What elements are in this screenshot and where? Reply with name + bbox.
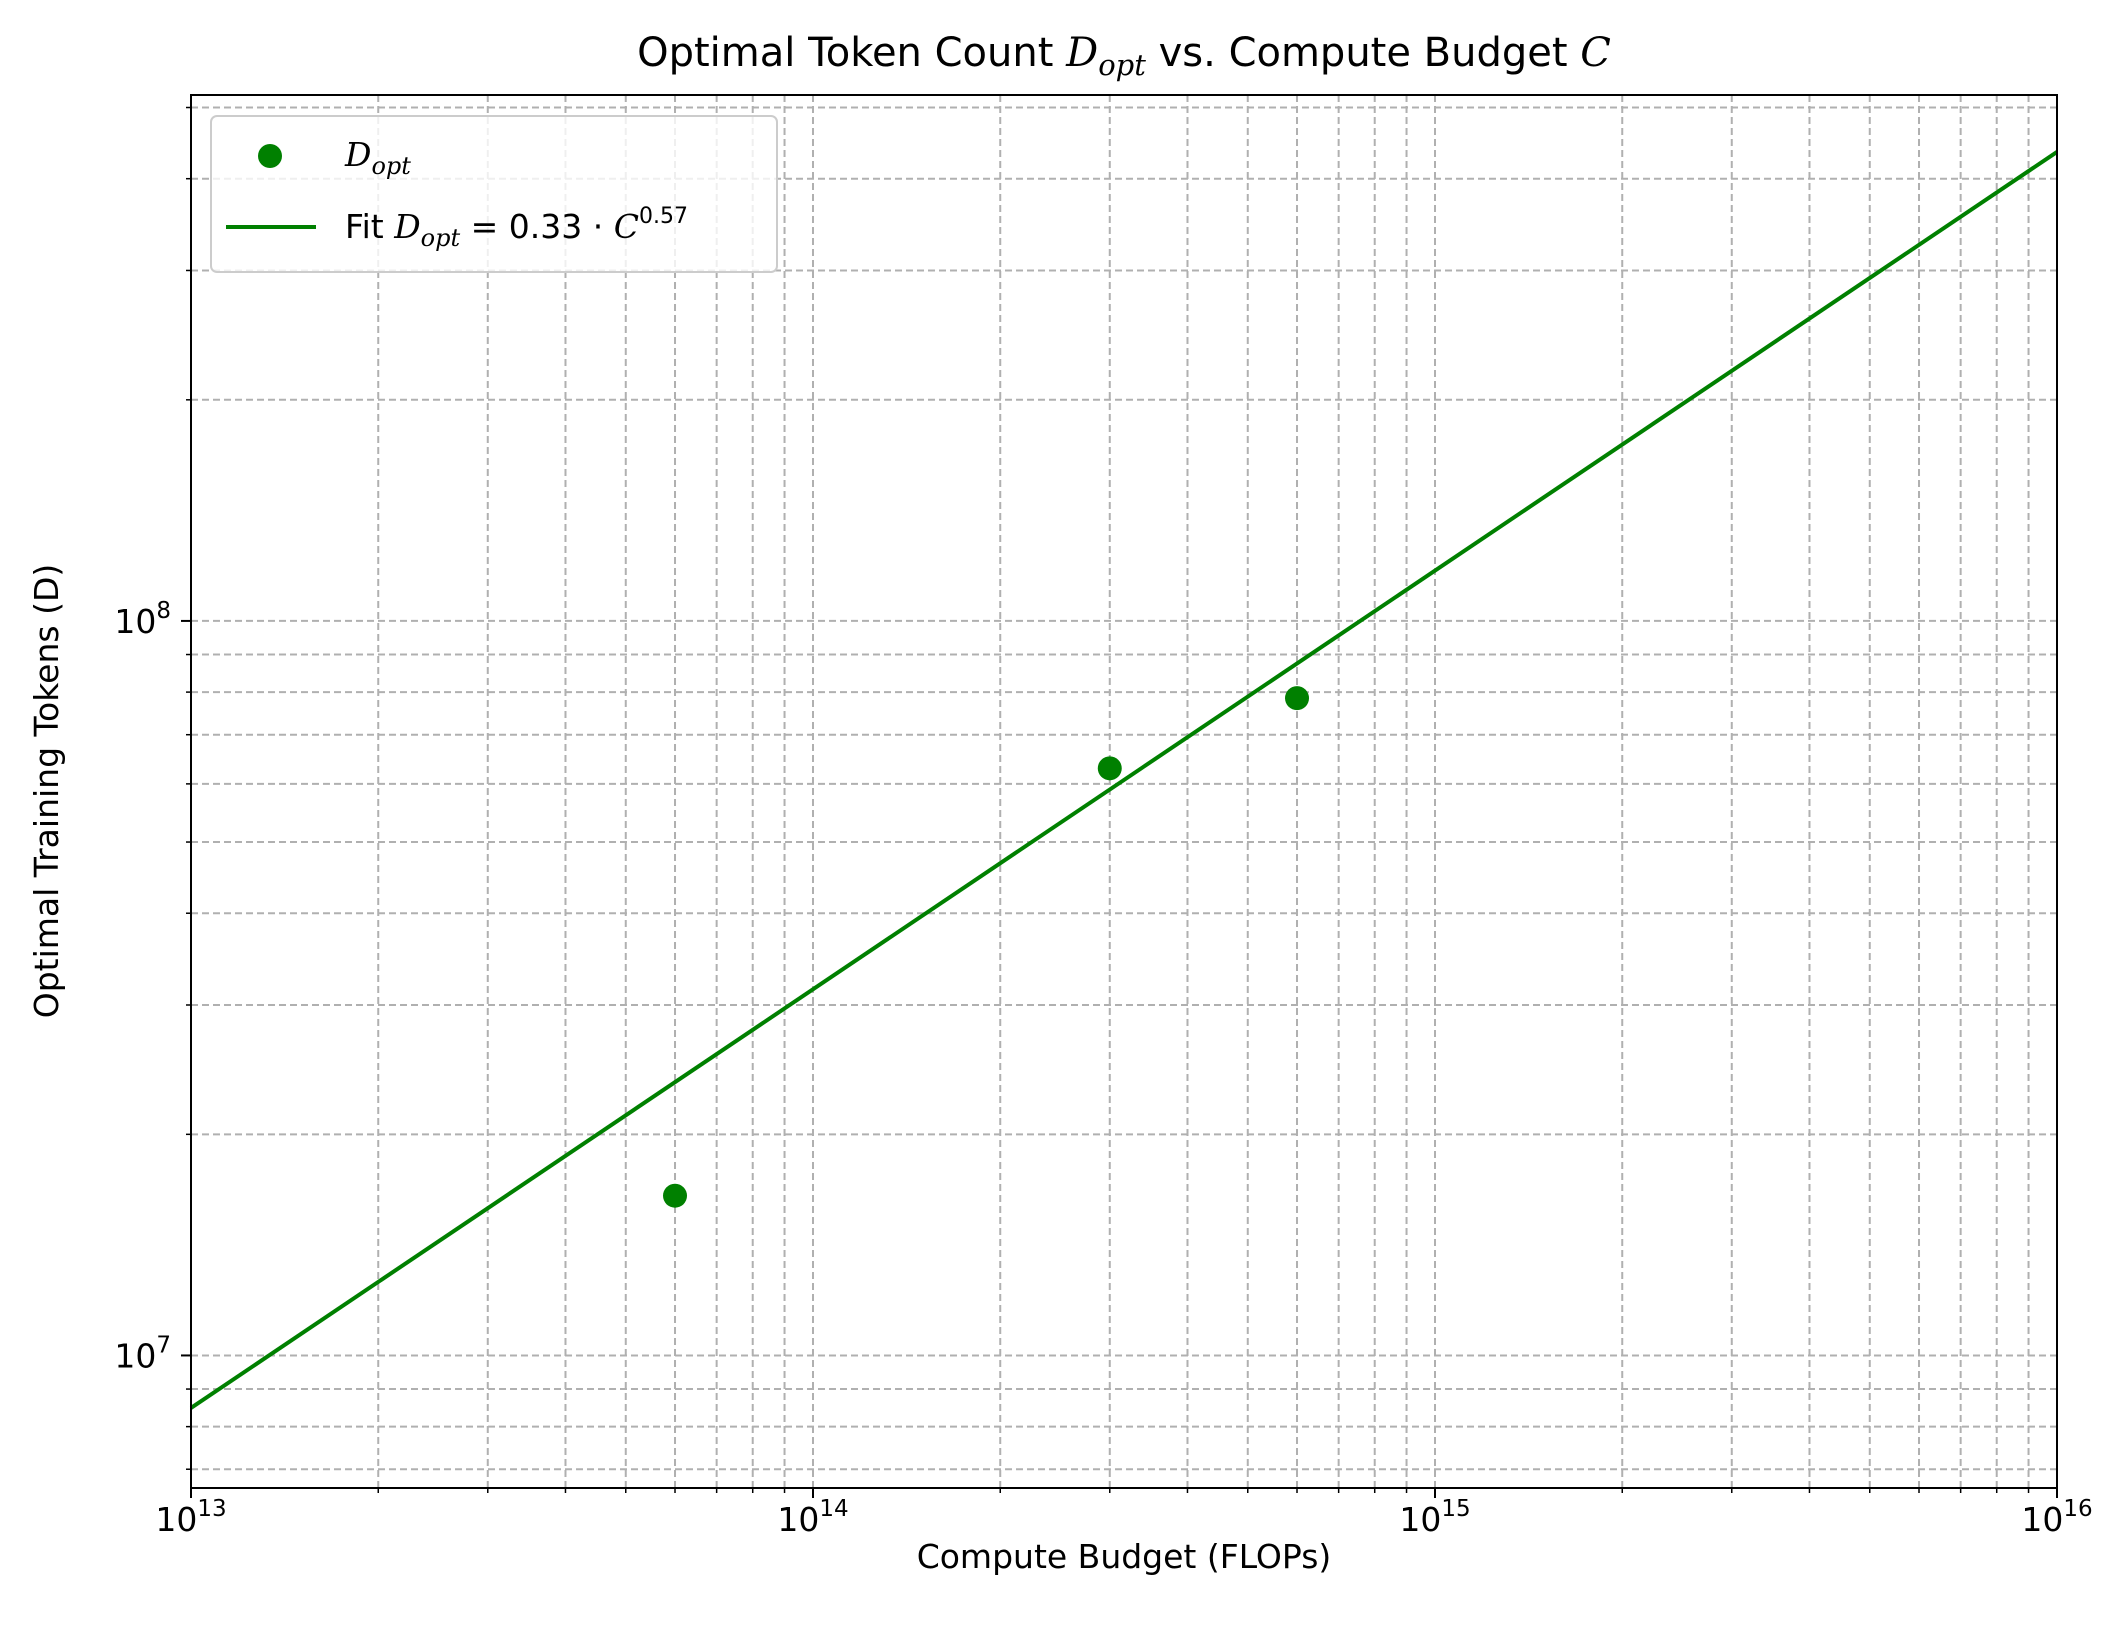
y-tick-label-base: 10 [114, 602, 156, 641]
x-tick-label: 1013 [155, 1496, 226, 1539]
legend-marker-scatter [258, 144, 282, 168]
legend-fit-eq: = 0.33 · [460, 207, 614, 246]
legend-label-fit: Fit Dopt = 0.33 · C0.57 [345, 204, 688, 252]
chart-title-middle: vs. Compute Budget [1146, 30, 1580, 76]
legend-label-scatter: Dopt [344, 135, 411, 180]
legend-fit-prefix: Fit [345, 207, 394, 246]
chart-title: Optimal Token Count Dopt vs. Compute Bud… [637, 30, 1611, 82]
x-tick-labels: 1013 1014 1015 1016 [155, 1496, 2092, 1539]
data-point [1097, 756, 1122, 781]
legend: Dopt Fit Dopt = 0.33 · C0.57 [210, 115, 778, 273]
x-tick-label-base: 10 [777, 1500, 819, 1539]
grid-lines [190, 95, 2058, 1488]
data-points-layer [663, 686, 1310, 1208]
y-tick-label: 108 [114, 598, 171, 641]
ticks [181, 106, 2058, 1498]
x-tick-label-base: 10 [155, 1500, 197, 1539]
legend-scatter-symbol: D [344, 135, 371, 174]
legend-scatter-symbol-sub: opt [371, 152, 411, 180]
chart-title-var: C [1580, 30, 1611, 76]
legend-box [210, 115, 778, 273]
legend-fit-var: C [614, 207, 639, 246]
x-tick-label-exponent: 16 [2063, 1496, 2092, 1522]
chart-title-symbol-sub: opt [1098, 48, 1146, 82]
y-tick-label-exponent: 7 [156, 1332, 171, 1358]
plot-area-background [191, 95, 2057, 1488]
chart-title-symbol: D [1065, 30, 1098, 76]
x-tick-label-exponent: 14 [819, 1496, 848, 1522]
y-tick-label-base: 10 [114, 1336, 156, 1375]
legend-fit-symbol-sub: opt [421, 224, 461, 252]
plot-frame [190, 94, 2058, 1489]
x-tick-label: 1015 [1399, 1496, 1470, 1539]
x-tick-label: 1016 [2021, 1496, 2092, 1539]
data-point [1285, 686, 1310, 711]
x-axis-label: Compute Budget (FLOPs) [917, 1537, 1332, 1576]
x-tick-label-base: 10 [1399, 1500, 1441, 1539]
chart-title-prefix: Optimal Token Count [637, 30, 1066, 76]
legend-fit-symbol: D [393, 207, 420, 246]
y-axis-label: Optimal Training Tokens (D) [27, 564, 66, 1019]
fit-line [189, 150, 2059, 1410]
x-tick-label: 1014 [777, 1496, 848, 1539]
y-tick-label-exponent: 8 [156, 598, 171, 624]
fit-line-layer [189, 150, 2059, 1410]
legend-fit-exp: 0.57 [639, 204, 688, 229]
x-tick-label-exponent: 13 [197, 1496, 226, 1522]
x-tick-label-base: 10 [2021, 1500, 2063, 1539]
y-tick-label: 107 [114, 1332, 171, 1375]
data-point [663, 1183, 688, 1208]
x-tick-label-exponent: 15 [1441, 1496, 1470, 1522]
